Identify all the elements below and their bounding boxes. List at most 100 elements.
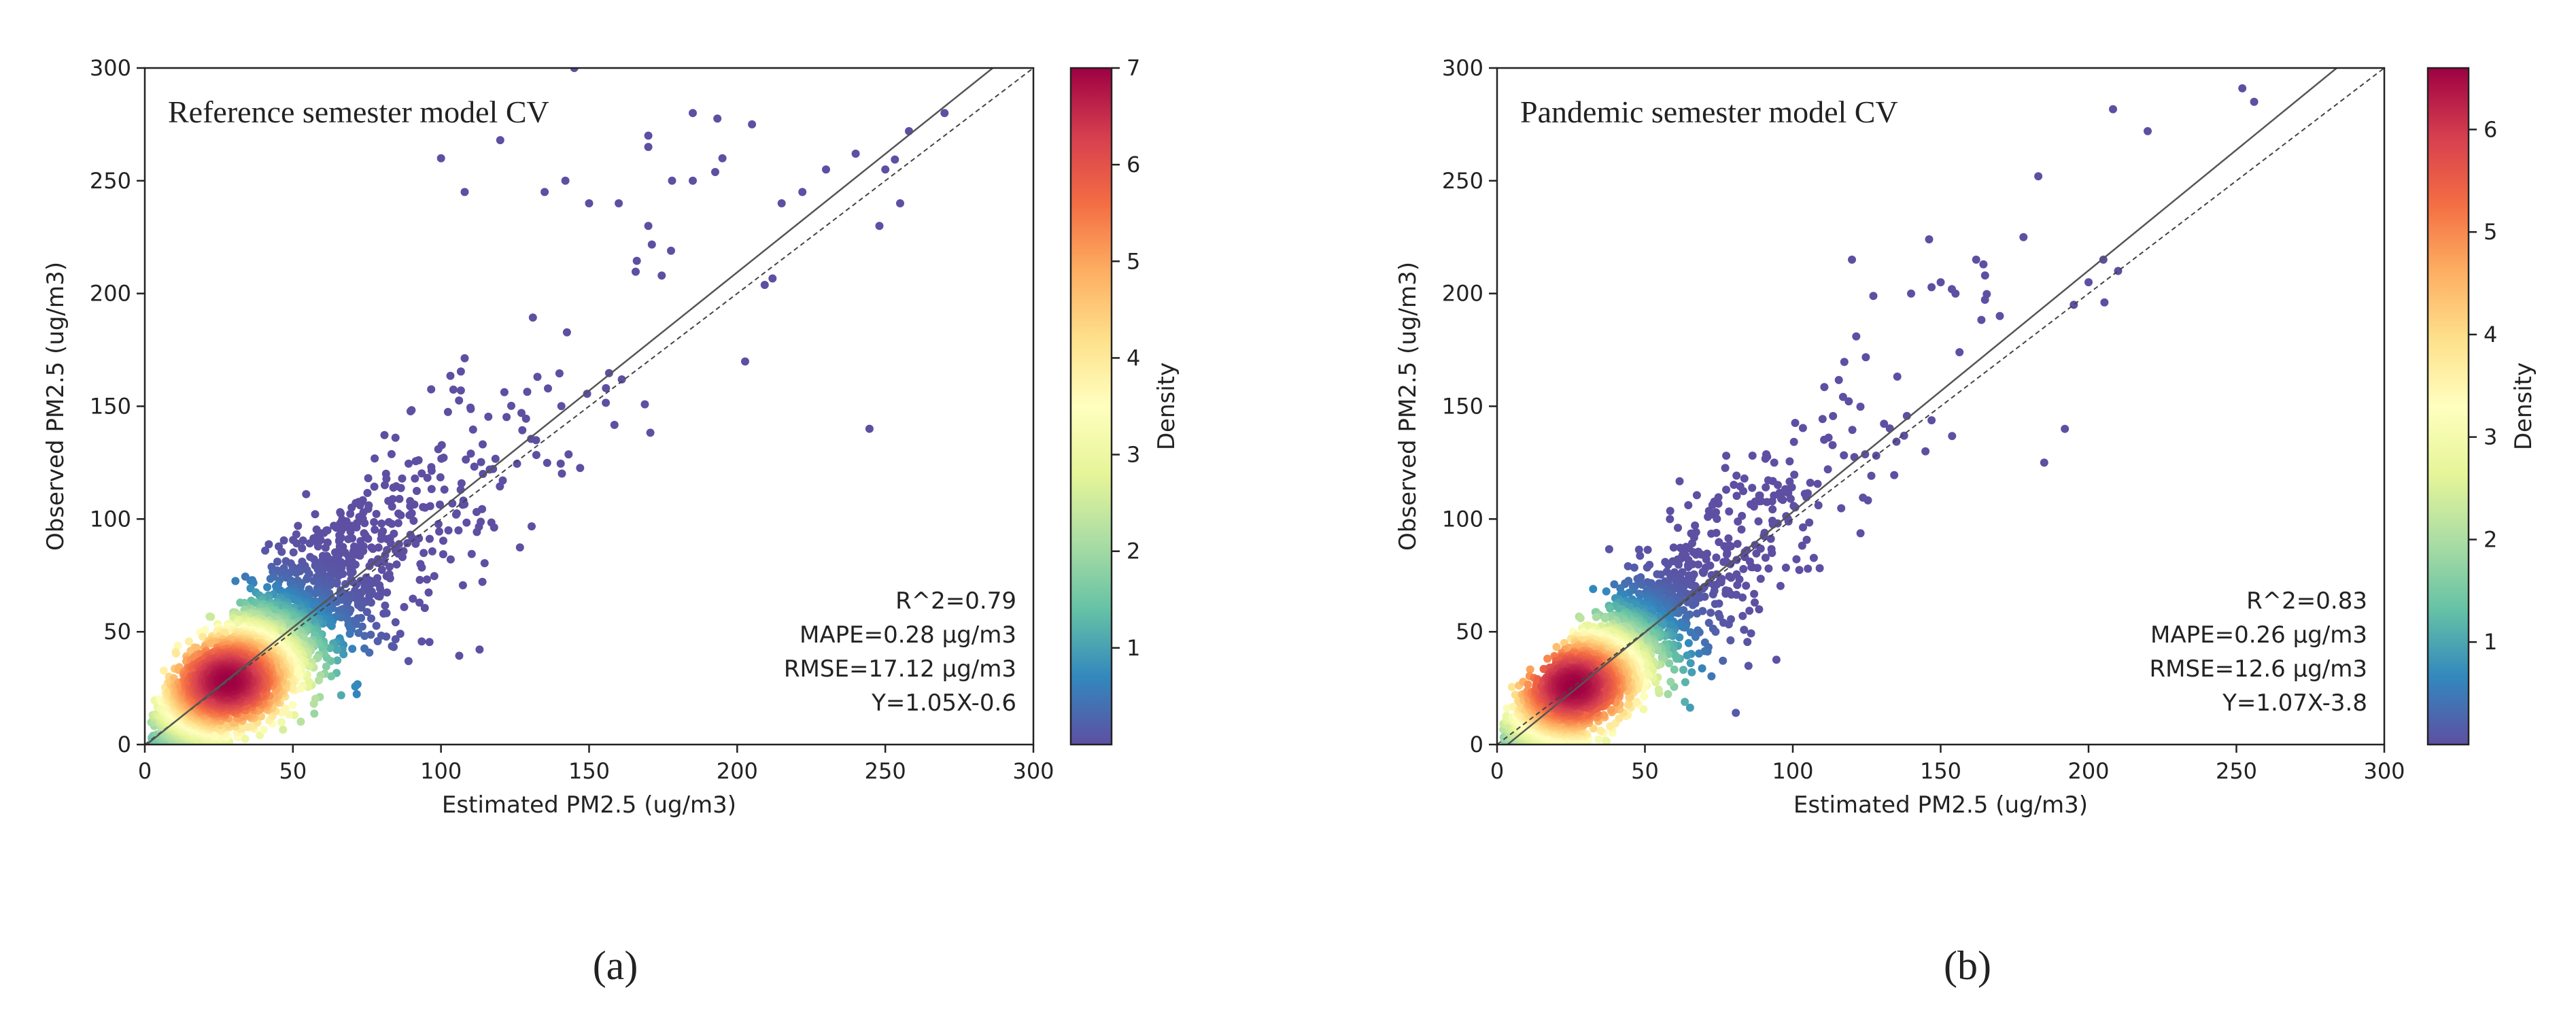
data-point <box>473 528 481 536</box>
data-point <box>292 568 300 577</box>
data-point <box>337 691 345 700</box>
data-point <box>1774 481 1782 490</box>
data-point <box>1838 392 1847 401</box>
data-point <box>2040 458 2048 467</box>
data-point <box>2084 278 2093 287</box>
data-point <box>348 645 357 653</box>
data-point <box>1724 534 1733 543</box>
data-point <box>425 638 434 647</box>
data-point <box>159 666 168 675</box>
data-point <box>1737 525 1746 534</box>
data-point <box>434 519 443 528</box>
data-point <box>1907 289 1915 298</box>
data-point <box>523 388 532 396</box>
data-point <box>1892 437 1901 446</box>
data-point <box>543 458 551 467</box>
data-point <box>1802 535 1811 544</box>
data-point <box>1848 255 1856 264</box>
data-point <box>358 622 366 631</box>
data-point <box>1666 507 1675 515</box>
data-point <box>1893 372 1902 381</box>
x-tick-label: 50 <box>279 758 307 784</box>
data-point <box>354 600 362 609</box>
data-point <box>207 613 216 621</box>
data-point <box>409 594 417 603</box>
data-point <box>1730 481 1738 489</box>
data-point <box>640 400 649 409</box>
data-point <box>348 577 357 586</box>
data-point <box>264 540 273 549</box>
data-point <box>1664 689 1672 698</box>
data-point <box>1809 553 1818 562</box>
data-point <box>1708 624 1717 633</box>
data-point <box>1684 638 1693 647</box>
data-point <box>1840 358 1849 366</box>
data-point <box>1666 677 1675 686</box>
data-point <box>392 560 401 569</box>
data-point <box>576 464 585 473</box>
data-point <box>1921 447 1930 456</box>
data-point <box>1834 375 1843 384</box>
data-point <box>477 458 485 466</box>
data-point <box>456 367 465 376</box>
data-point <box>1927 416 1936 425</box>
data-point <box>1948 432 1957 441</box>
data-point <box>1786 494 1795 503</box>
data-point <box>1630 563 1638 572</box>
data-point <box>1719 558 1728 566</box>
data-point <box>415 575 424 584</box>
data-point <box>1781 563 1790 572</box>
data-point <box>1948 285 1956 294</box>
data-point <box>1768 549 1776 558</box>
data-point <box>515 543 524 552</box>
data-point <box>427 466 436 475</box>
data-point <box>466 449 475 458</box>
data-point <box>462 518 471 527</box>
data-point <box>475 645 484 654</box>
data-point <box>360 644 369 653</box>
data-point <box>718 154 727 163</box>
panel-b: 0 50 100 150 200 250 300050100150200250300Esti… <box>1394 55 2537 988</box>
data-point <box>1600 614 1609 623</box>
data-point <box>1707 672 1716 681</box>
data-point <box>346 509 355 518</box>
data-point <box>389 483 398 492</box>
data-point <box>427 385 436 394</box>
data-point <box>1748 451 1757 460</box>
data-point <box>241 734 250 743</box>
data-point <box>491 454 500 463</box>
data-point <box>263 583 272 592</box>
data-point <box>1721 590 1730 598</box>
data-point <box>604 369 613 377</box>
data-point <box>382 475 391 483</box>
data-point <box>1820 435 1829 444</box>
one-to-one-line <box>145 68 1033 745</box>
data-point <box>403 539 412 547</box>
data-point <box>1686 659 1695 668</box>
scatter-points <box>1499 84 2259 745</box>
data-point <box>311 694 320 703</box>
data-point <box>1712 553 1721 562</box>
data-point <box>1755 605 1764 614</box>
data-point <box>1596 726 1605 735</box>
data-point <box>798 188 807 197</box>
data-point <box>646 428 655 437</box>
data-point <box>632 267 640 276</box>
data-point <box>426 534 434 543</box>
colorbar-tick-label: 3 <box>1127 442 1140 468</box>
fit-line <box>145 68 994 745</box>
data-point <box>644 143 653 152</box>
data-point <box>1691 521 1700 530</box>
data-point <box>454 526 463 534</box>
data-point <box>557 402 566 411</box>
x-tick-label: 300 <box>1012 758 1054 784</box>
y-tick-label: 150 <box>90 394 131 420</box>
data-point <box>354 628 363 637</box>
data-point <box>310 709 319 718</box>
data-point <box>865 424 874 433</box>
y-tick-label: 0 <box>118 732 131 757</box>
data-point <box>1692 491 1701 500</box>
data-point <box>381 601 390 610</box>
data-point <box>364 474 373 483</box>
data-point <box>400 602 409 611</box>
